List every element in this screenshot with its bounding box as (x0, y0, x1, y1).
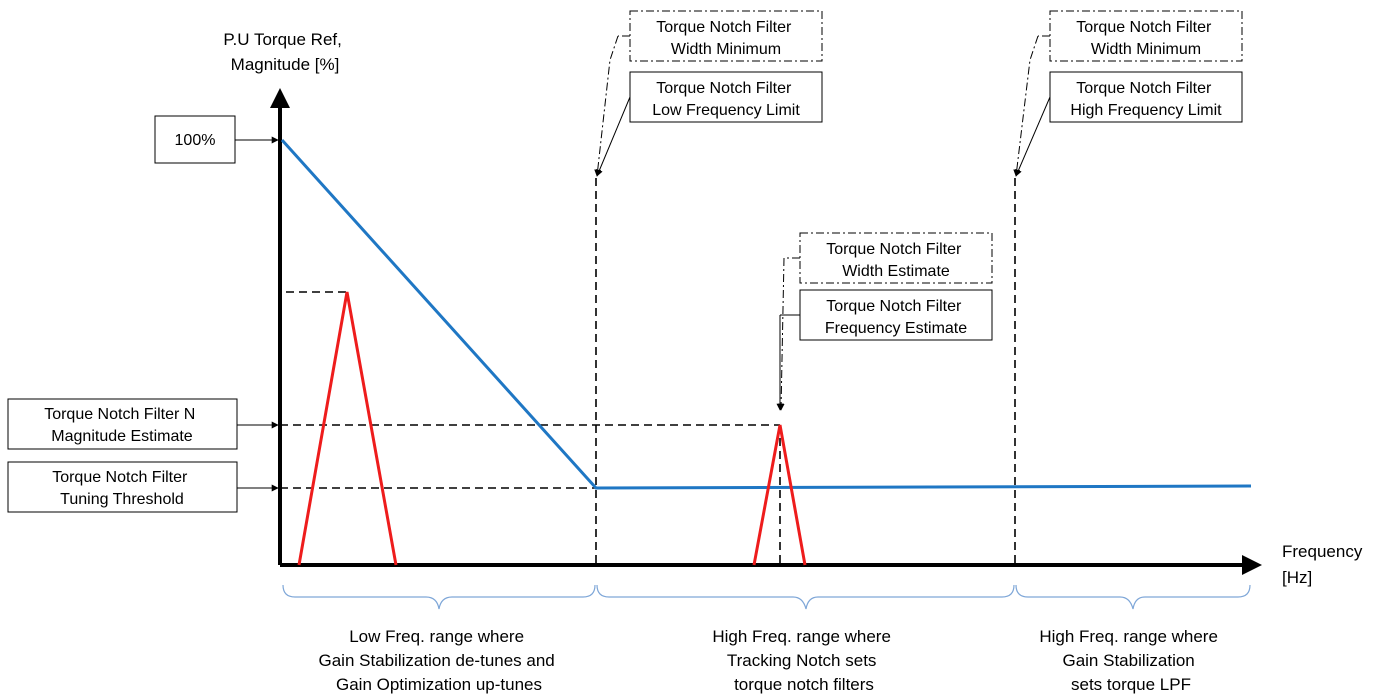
mid-range-caption: High Freq. range where Tracking Notch se… (712, 627, 895, 694)
high-frequency-limit-box (1049, 71, 1243, 123)
width-minimum-high-label: Torque Notch Filter Width Minimum (1076, 19, 1216, 58)
low-range-brace (282, 584, 596, 610)
hundred-percent-box (154, 115, 236, 164)
y-axis-label: P.U Torque Ref, Magnitude [%] (223, 30, 346, 74)
width-minimum-low-box (629, 10, 823, 62)
torque-response-line (280, 138, 1252, 490)
frequency-estimate-label: Torque Notch Filter Frequency Estimate (825, 298, 967, 337)
magnitude-estimate-label: Torque Notch Filter N Magnitude Estimate (44, 406, 200, 445)
tuning-threshold-label: Torque Notch Filter Tuning Threshold (52, 469, 192, 508)
high-frequency-limit-label: Torque Notch Filter High Frequency Limit (1070, 80, 1222, 119)
hundred-percent-label: 100% (175, 132, 216, 149)
width-minimum-high-box (1049, 10, 1243, 62)
low-frequency-limit-arrow (596, 96, 631, 177)
low-range-caption: Low Freq. range where Gain Stabilization… (319, 627, 560, 694)
high-range-brace (1015, 584, 1251, 610)
width-minimum-low-arrow (594, 35, 619, 177)
high-frequency-limit-arrow (1015, 96, 1051, 177)
low-frequency-peak (297, 291, 398, 566)
width-estimate-box (799, 232, 993, 284)
width-estimate-label: Torque Notch Filter Width Estimate (826, 241, 966, 280)
mid-range-brace (596, 584, 1015, 610)
x-axis-label: Frequency [Hz] (1282, 542, 1367, 587)
magnitude-estimate-box (7, 398, 238, 450)
frequency-estimate-box (799, 289, 993, 341)
notch-frequency-peak (752, 424, 807, 566)
width-minimum-high-arrow (1013, 35, 1039, 177)
tuning-threshold-box (7, 461, 238, 513)
width-minimum-low-label: Torque Notch Filter Width Minimum (656, 19, 796, 58)
low-frequency-limit-label: Torque Notch Filter Low Frequency Limit (652, 80, 800, 119)
width-estimate-arrow (777, 257, 785, 411)
high-range-caption: High Freq. range where Gain Stabilizatio… (1039, 627, 1222, 694)
